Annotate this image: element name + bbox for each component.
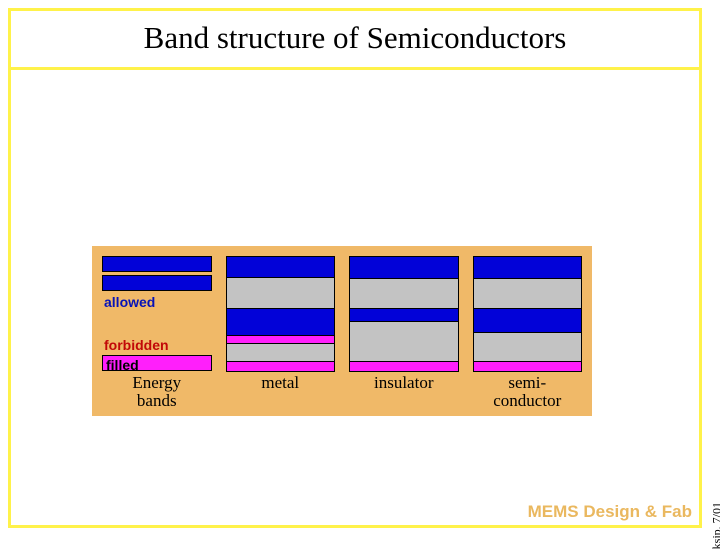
- legend-band-empty-2: [102, 275, 212, 291]
- semiconductor-label-line1: semi-: [508, 374, 546, 392]
- legend-caption-line2: bands: [137, 392, 177, 410]
- band-segment: [350, 322, 458, 362]
- insulator-bands: [349, 256, 459, 372]
- band-diagram-panel: allowed forbidden filled Energy bands me…: [92, 246, 592, 416]
- band-segment: [350, 309, 458, 321]
- legend-label-forbidden: forbidden: [102, 338, 212, 352]
- title-box: Band structure of Semiconductors: [8, 8, 702, 70]
- footer-credit: MEMS Design & Fab: [528, 502, 692, 522]
- columns: allowed forbidden filled Energy bands me…: [102, 256, 582, 410]
- metal-column: metal: [226, 256, 336, 410]
- band-segment: [474, 257, 582, 279]
- legend-caption-line1: Energy: [132, 374, 181, 392]
- band-segment: [350, 362, 458, 371]
- semiconductor-label-line2: conductor: [493, 392, 561, 410]
- band-segment: [350, 279, 458, 310]
- metal-label: metal: [226, 372, 336, 410]
- band-segment: [227, 336, 335, 344]
- band-segment: [227, 309, 335, 336]
- band-segment: [227, 257, 335, 278]
- insulator-label: insulator: [349, 372, 459, 410]
- page-title: Band structure of Semiconductors: [144, 20, 567, 56]
- band-segment: [474, 333, 582, 362]
- semiconductor-bands: [473, 256, 583, 372]
- legend-label-filled: filled: [102, 358, 212, 372]
- band-segment: [474, 309, 582, 332]
- legend-label-allowed: allowed: [102, 294, 212, 310]
- band-segment: [227, 344, 335, 362]
- band-segment: [227, 278, 335, 309]
- semiconductor-label: semi- conductor: [473, 372, 583, 410]
- band-segment: [350, 257, 458, 279]
- legend-band-empty-1: [102, 256, 212, 272]
- legend-stack: allowed forbidden filled: [102, 256, 212, 372]
- side-credit: ksjp, 7/01: [709, 502, 720, 549]
- band-segment: [474, 362, 582, 371]
- legend-caption: Energy bands: [102, 372, 212, 410]
- insulator-column: insulator: [349, 256, 459, 410]
- metal-bands: [226, 256, 336, 372]
- band-segment: [474, 279, 582, 310]
- band-segment: [227, 362, 335, 371]
- semiconductor-column: semi- conductor: [473, 256, 583, 410]
- legend-column: allowed forbidden filled Energy bands: [102, 256, 212, 410]
